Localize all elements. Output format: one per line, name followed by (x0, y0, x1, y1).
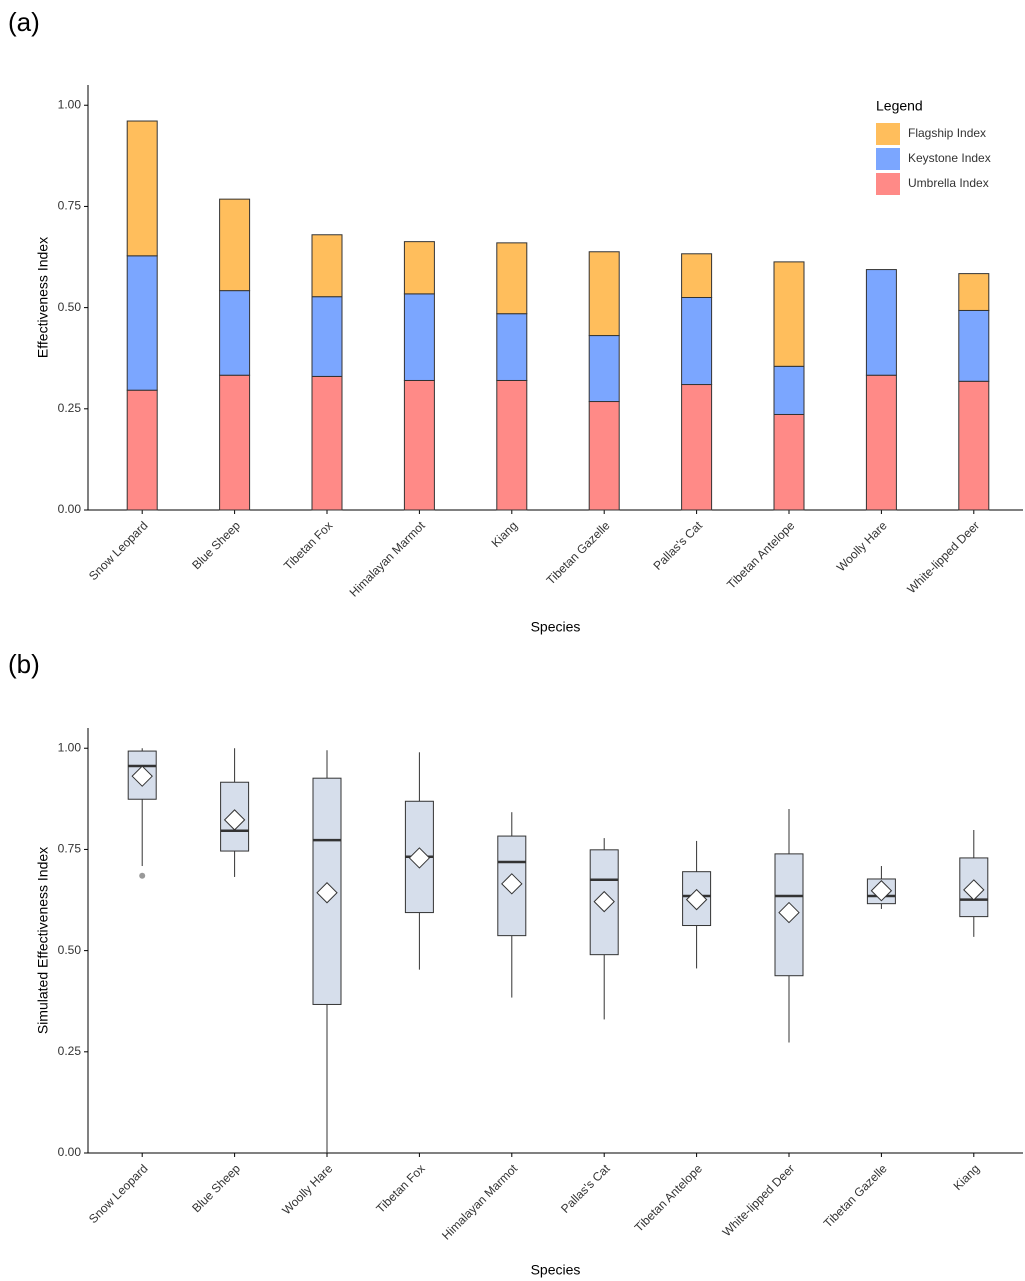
x-tick-label: Himalayan Marmot (439, 1161, 521, 1243)
bar-segment (404, 294, 434, 381)
y-tick-label: 0.25 (58, 401, 82, 415)
legend-label: Umbrella Index (908, 176, 989, 190)
x-tick-label: Pallas's Cat (651, 518, 706, 573)
bar-segment (404, 380, 434, 510)
bar-segment (127, 256, 157, 390)
bar-segment (220, 375, 250, 510)
x-tick-label: Woolly Hare (834, 518, 890, 574)
y-tick-label: 0.00 (58, 502, 82, 516)
panel-label: (b) (8, 649, 40, 679)
bar-segment (774, 262, 804, 366)
y-tick-label: 0.75 (58, 842, 82, 856)
y-axis-title: Simulated Effectiveness Index (35, 847, 51, 1034)
bar-segment (497, 243, 527, 314)
y-tick-label: 0.75 (58, 199, 82, 213)
bar-segment (682, 254, 712, 298)
y-tick-label: 0.50 (58, 300, 82, 314)
bar-segment (220, 291, 250, 376)
x-tick-label: Woolly Hare (279, 1161, 335, 1217)
panel-label: (a) (8, 7, 40, 37)
bar-segment (682, 298, 712, 385)
y-tick-label: 0.00 (58, 1145, 82, 1159)
x-tick-label: Kiang (951, 1161, 983, 1193)
bar-segment (774, 366, 804, 414)
legend-label: Flagship Index (908, 126, 986, 140)
bar-segment (312, 376, 342, 510)
x-tick-label: Snow Leopard (86, 1161, 151, 1226)
bar-segment (497, 380, 527, 510)
bar-segment (127, 121, 157, 256)
bar-segment (497, 314, 527, 381)
bar-segment (404, 242, 434, 294)
x-tick-label: Tibetan Gazelle (544, 518, 613, 587)
x-tick-label: Snow Leopard (86, 518, 151, 583)
bar-segment (682, 385, 712, 510)
bar-segment (312, 297, 342, 377)
bar-segment (589, 402, 619, 510)
x-axis-title: Species (531, 1262, 581, 1278)
outlier (139, 873, 145, 879)
figure: (a) Effectiveness Index Species 0.00 0.25 0.5… (0, 0, 1025, 1281)
x-tick-label: Tibetan Fox (281, 518, 335, 572)
legend-swatch (876, 148, 900, 170)
x-tick-label: Blue Sheep (189, 1161, 243, 1215)
bar-segment (220, 199, 250, 290)
bar-segment (866, 270, 896, 376)
bar-segment (866, 375, 896, 510)
bar-segment (959, 381, 989, 510)
bar-segment (589, 252, 619, 336)
legend-swatch (876, 173, 900, 195)
bar-segment (312, 235, 342, 297)
x-tick-label: Himalayan Marmot (347, 518, 429, 600)
legend-swatch (876, 123, 900, 145)
bar-segment (959, 310, 989, 381)
bar-segment (589, 336, 619, 402)
y-tick-label: 0.25 (58, 1044, 82, 1058)
x-tick-label: Tibetan Antelope (632, 1161, 706, 1235)
y-axis-title: Effectiveness Index (35, 237, 51, 358)
legend-title: Legend (876, 98, 923, 114)
x-tick-label: Tibetan Antelope (724, 518, 798, 592)
x-tick-label: White-lipped Deer (720, 1161, 798, 1239)
bar-segment (959, 274, 989, 311)
y-tick-label: 1.00 (58, 97, 82, 111)
x-axis-title: Species (531, 619, 581, 635)
y-tick-label: 1.00 (58, 740, 82, 754)
legend-label: Keystone Index (908, 151, 991, 165)
x-tick-label: Kiang (489, 518, 521, 550)
bar-segment (127, 390, 157, 510)
y-tick-label: 0.50 (58, 943, 82, 957)
x-tick-label: Tibetan Fox (373, 1161, 427, 1215)
bar-segment (774, 414, 804, 510)
x-tick-label: Tibetan Gazelle (821, 1161, 890, 1230)
x-tick-label: Blue Sheep (189, 518, 243, 572)
x-tick-label: White-lipped Deer (904, 518, 982, 596)
x-tick-label: Pallas's Cat (558, 1161, 613, 1216)
